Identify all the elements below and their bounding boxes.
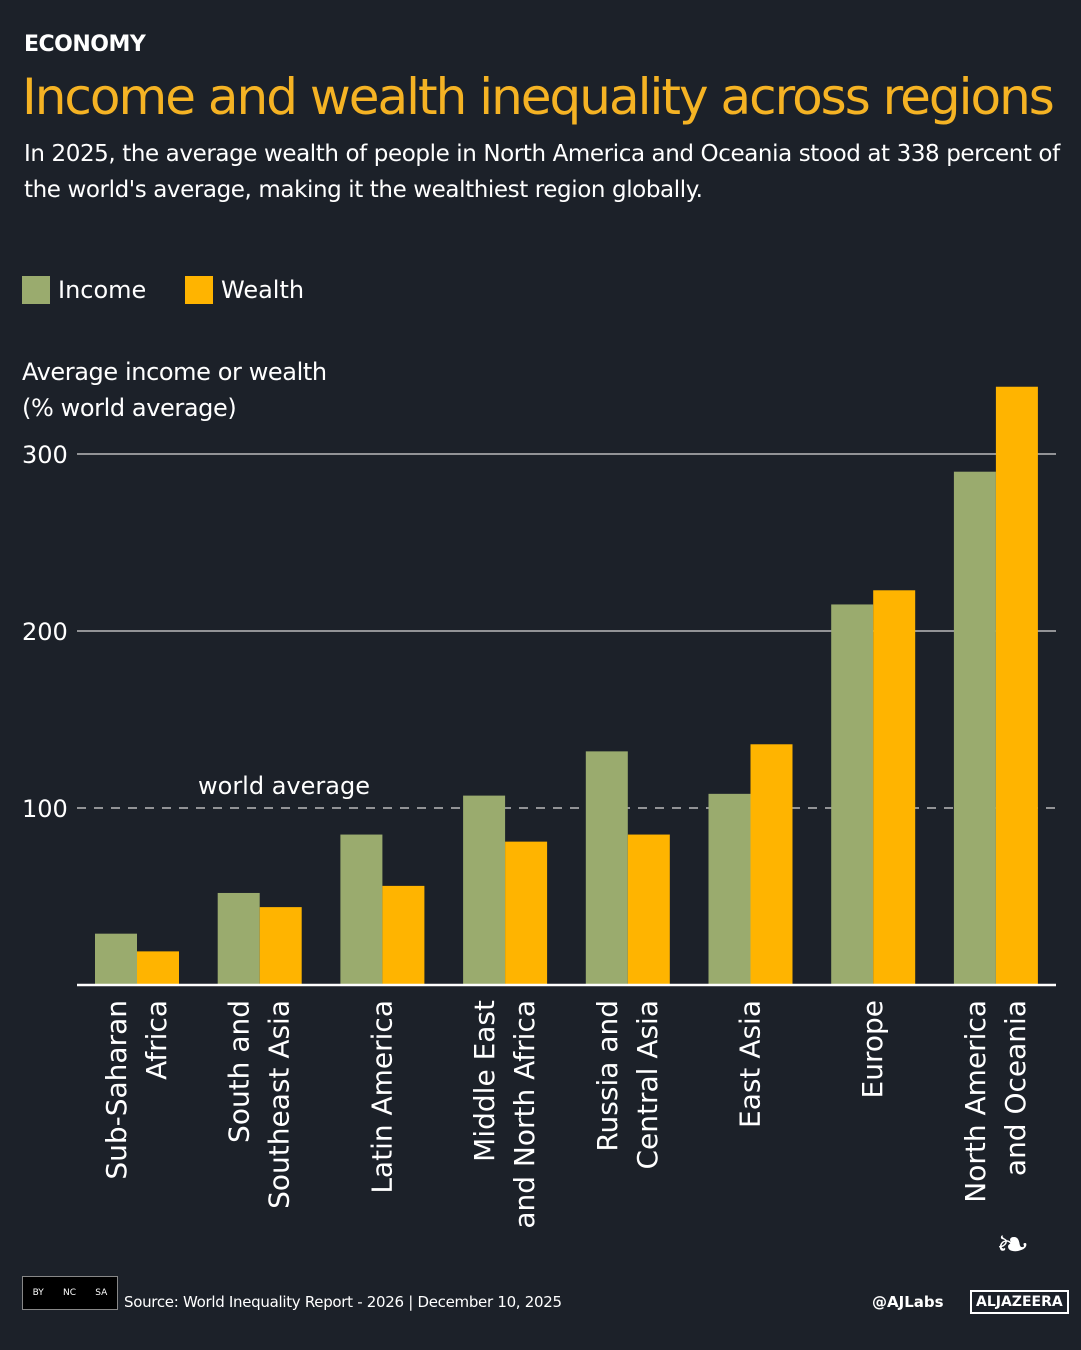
social-handle: @AJLabs xyxy=(872,1293,944,1311)
bar-wealth xyxy=(137,951,179,985)
aljazeera-logo-icon: ❧ xyxy=(996,1222,1030,1268)
aljazeera-wordmark: ALJAZEERA xyxy=(970,1290,1069,1314)
y-tick-label: 200 xyxy=(22,618,68,646)
y-tick-label: 100 xyxy=(22,795,68,823)
x-tick-label: Sub-Saharan xyxy=(100,1000,133,1180)
chart-title: Income and wealth inequality across regi… xyxy=(22,68,1055,126)
legend-swatch-wealth xyxy=(185,276,213,304)
bar-income xyxy=(95,933,137,985)
legend-income: Income xyxy=(22,276,146,304)
x-tick-label: Russia and xyxy=(591,1000,624,1152)
bar-income xyxy=(463,795,506,985)
x-tick-label: South and xyxy=(223,1000,256,1143)
x-tick-label: and Oceania xyxy=(999,1000,1032,1176)
chart-subtitle: In 2025, the average wealth of people in… xyxy=(24,141,1060,203)
y-axis-label-line: Average income or wealth xyxy=(22,358,327,386)
x-tick-label: North America xyxy=(959,1000,992,1203)
reference-line-label: world average xyxy=(198,772,370,800)
x-tick-label: Africa xyxy=(140,1000,173,1080)
x-tick-label: Middle East xyxy=(468,1000,501,1162)
bar-wealth xyxy=(382,885,425,985)
x-tick-label: Europe xyxy=(856,1000,889,1098)
license-nc: NC xyxy=(63,1288,77,1298)
bar-income xyxy=(953,471,996,985)
license-by: BY xyxy=(32,1288,44,1298)
x-tick-label: Latin America xyxy=(365,1000,398,1194)
bar-income xyxy=(708,793,751,985)
legend-swatch-income xyxy=(22,276,50,304)
legend-label: Wealth xyxy=(221,276,305,304)
bar-income xyxy=(340,834,383,985)
cc-license-badge: BY NC SA xyxy=(22,1276,118,1310)
license-sa: SA xyxy=(95,1288,108,1298)
bar-wealth xyxy=(873,590,916,985)
section-label: ECONOMY xyxy=(24,32,146,57)
bar-income xyxy=(217,892,260,985)
bar-wealth xyxy=(259,907,302,985)
y-tick-label: 300 xyxy=(22,441,68,469)
legend-wealth: Wealth xyxy=(185,276,304,304)
x-tick-label: Southeast Asia xyxy=(263,1000,296,1209)
y-axis-label: Average income or wealth (% world averag… xyxy=(22,354,327,426)
legend-label: Income xyxy=(58,276,147,304)
source-text: Source: World Inequality Report - 2026 |… xyxy=(124,1293,562,1311)
bar-wealth xyxy=(995,386,1038,985)
bar-wealth xyxy=(505,841,548,985)
bar-wealth xyxy=(750,744,793,985)
bar-wealth xyxy=(627,834,670,985)
x-tick-label: Central Asia xyxy=(631,1000,664,1170)
y-axis-label-line: (% world average) xyxy=(22,394,237,422)
bar-income xyxy=(831,604,874,985)
x-tick-label: and North Africa xyxy=(508,1000,541,1229)
x-tick-label: East Asia xyxy=(734,1000,767,1128)
bar-income xyxy=(585,751,628,985)
